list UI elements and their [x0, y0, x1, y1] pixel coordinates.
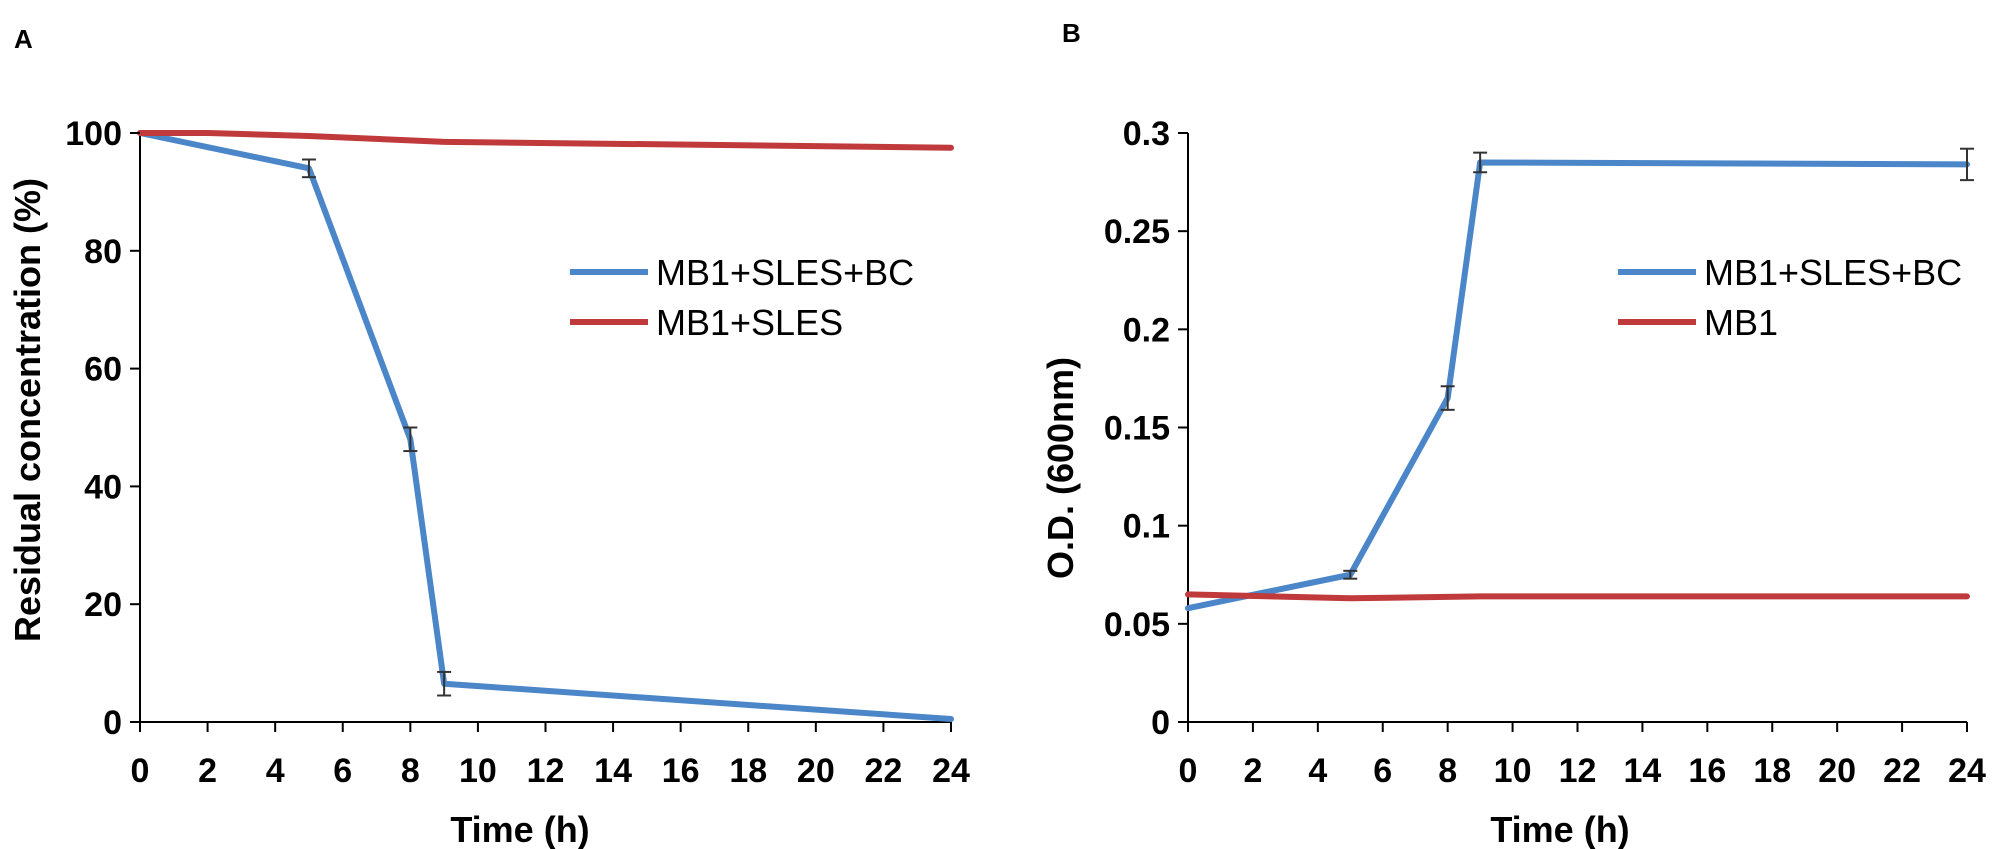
y-tick-label-a-2: 40: [84, 468, 122, 506]
y-axis-label-b: O.D. (600nm): [1040, 357, 1081, 579]
x-tick-label-a-10: 20: [797, 752, 835, 790]
legend-label-a-0: MB1+SLES+BC: [656, 252, 914, 293]
panel-b: B 00.050.10.150.20.250.30 2 4 6 8 10 12 14 16 18 2…: [1040, 18, 1986, 849]
series-line-b-1: [1185, 591, 1970, 602]
panel-label-a: A: [14, 24, 33, 54]
x-tick-label-a-4: 8: [401, 752, 420, 790]
legend-label-b-1: MB1: [1704, 302, 1778, 343]
x-tick-label-a-8: 16: [662, 752, 700, 790]
y-tick-label-b-0: 0: [1151, 704, 1170, 742]
x-tick-label-b-8: 16: [1688, 752, 1726, 790]
y-tick-label-b-5: 0.25: [1104, 213, 1170, 251]
y-tick-label-b-2: 0.1: [1123, 508, 1170, 546]
y-tick-label-b-3: 0.15: [1104, 410, 1170, 448]
x-tick-label-b-2: 4: [1308, 752, 1327, 790]
x-tick-label-a-3: 6: [333, 752, 352, 790]
x-tick-label-a-2: 4: [266, 752, 285, 790]
error-bar-a-0-2: [403, 426, 418, 453]
y-tick-label-b-1: 0.05: [1104, 606, 1170, 644]
x-axis-label-a: Time (h): [450, 809, 589, 849]
y-axis-label-a: Residual concentration (%): [7, 178, 48, 642]
y-tick-label-b-6: 0.3: [1123, 115, 1170, 153]
x-tick-label-a-11: 22: [865, 752, 903, 790]
legend-label-a-1: MB1+SLES: [656, 302, 843, 343]
x-tick-label-a-7: 14: [594, 752, 632, 790]
x-tick-label-a-5: 10: [459, 752, 497, 790]
error-bar-a-0-3: [437, 670, 452, 697]
x-tick-label-b-12: 24: [1948, 752, 1986, 790]
legend-b: MB1+SLES+BC MB1: [1618, 252, 1962, 343]
y-tick-label-a-0: 0: [103, 704, 122, 742]
x-tick-label-b-3: 6: [1373, 752, 1392, 790]
y-tick-label-a-1: 20: [84, 586, 122, 624]
y-tick-label-b-4: 0.2: [1123, 311, 1170, 349]
x-tick-label-b-9: 18: [1753, 752, 1791, 790]
x-tick-label-b-0: 0: [1179, 752, 1198, 790]
x-tick-label-b-7: 14: [1624, 752, 1662, 790]
x-tick-label-a-12: 24: [932, 752, 970, 790]
series-line-a-0: [137, 130, 954, 723]
panel-label-b: B: [1062, 18, 1081, 48]
x-tick-label-a-9: 18: [729, 752, 767, 790]
x-tick-label-b-4: 8: [1438, 752, 1457, 790]
y-tick-label-a-3: 60: [84, 351, 122, 389]
series-line-a-1: [137, 130, 954, 151]
y-tick-label-a-5: 100: [65, 115, 122, 153]
legend-label-b-0: MB1+SLES+BC: [1704, 252, 1962, 293]
error-bar-b-0-3: [1473, 151, 1488, 174]
legend-a: MB1+SLES+BC MB1+SLES: [570, 252, 914, 343]
x-tick-label-a-0: 0: [131, 752, 150, 790]
y-tick-label-a-4: 80: [84, 233, 122, 271]
x-tick-label-b-10: 20: [1818, 752, 1856, 790]
x-tick-label-b-11: 22: [1883, 752, 1921, 790]
x-tick-label-a-6: 12: [527, 752, 565, 790]
x-tick-label-b-5: 10: [1494, 752, 1532, 790]
x-axis-label-b: Time (h): [1490, 809, 1629, 849]
x-tick-label-b-6: 12: [1559, 752, 1597, 790]
error-bar-b-0-4: [1960, 147, 1974, 182]
error-bar-b-0-1: [1343, 569, 1358, 580]
series-line-b-0: [1185, 159, 1970, 612]
x-tick-label-b-1: 2: [1243, 752, 1262, 790]
x-tick-label-a-1: 2: [198, 752, 217, 790]
error-bar-a-0-1: [301, 158, 316, 179]
error-bar-b-0-2: [1440, 385, 1455, 411]
